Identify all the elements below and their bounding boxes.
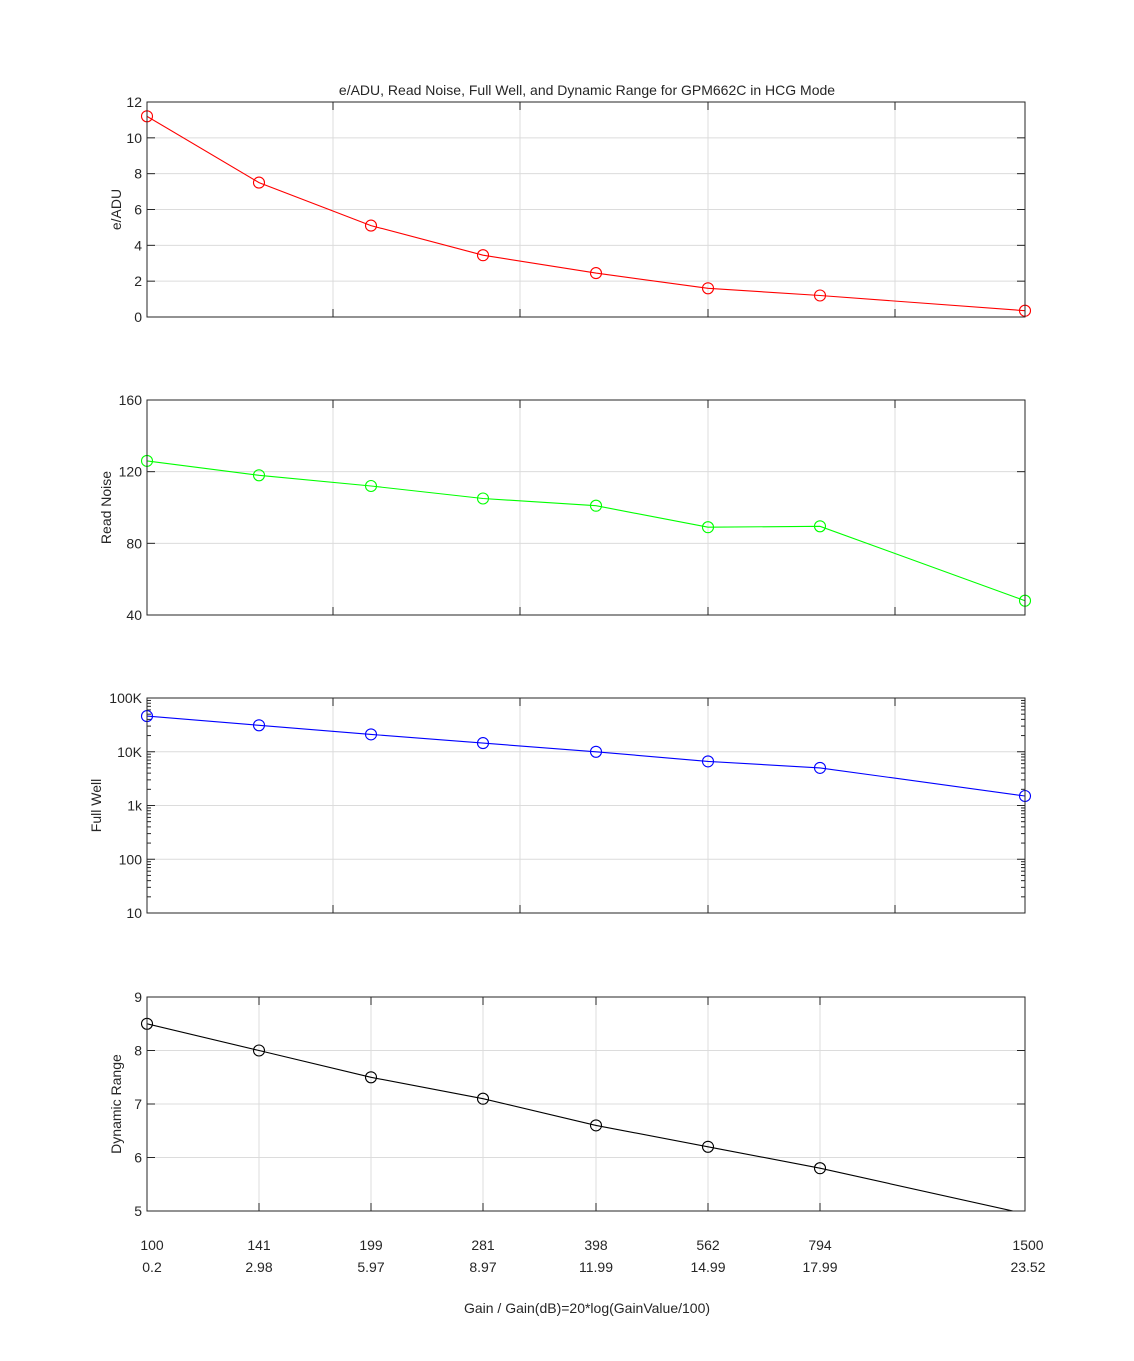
full-well-data-point — [476, 737, 490, 750]
full-well-data-point — [813, 761, 827, 774]
x-tick-label-gain-db: 8.97 — [469, 1259, 496, 1275]
full-well-y-axis-label: Full Well — [88, 779, 104, 832]
x-tick-label-gain: 794 — [808, 1237, 832, 1253]
panel-read-noise: 40 80 120 160 Read Noise — [98, 392, 1032, 623]
read-noise-data-point — [476, 492, 490, 505]
e-adu-y-axis-label: e/ADU — [108, 189, 124, 230]
full-well-ytick-label: 1k — [127, 798, 143, 814]
panel-e-adu: 0 2 4 6 8 10 12 e/ADU — [108, 94, 1032, 325]
full-well-ytick-label: 10K — [117, 744, 143, 760]
x-tick-label-gain: 398 — [584, 1237, 608, 1253]
full-well-data-point — [701, 755, 715, 768]
e-adu-ytick-label: 4 — [134, 237, 142, 253]
e-adu-data-point — [813, 289, 827, 302]
e-adu-data-point — [589, 267, 603, 280]
full-well-axes-box — [146, 697, 1026, 914]
read-noise-data-point — [364, 479, 378, 493]
dynamic-range-data-point — [701, 1140, 715, 1153]
e-adu-data-point — [701, 282, 715, 295]
figure-title: e/ADU, Read Noise, Full Well, and Dynami… — [339, 82, 835, 98]
panel-dynamic-range: 5 6 7 8 9 Dynamic Range — [108, 989, 1026, 1219]
dynamic-range-axes-box — [146, 996, 1026, 1212]
x-tick-label-gain: 562 — [696, 1237, 720, 1253]
dynamic-range-data-point — [813, 1162, 827, 1175]
full-well-ytick-label: 10 — [126, 905, 142, 921]
read-noise-y-axis-label: Read Noise — [98, 471, 114, 544]
x-tick-label-gain: 100 — [140, 1237, 164, 1253]
x-tick-label-gain: 141 — [247, 1237, 271, 1253]
read-noise-data-point — [813, 520, 827, 533]
full-well-series-line — [147, 715, 1025, 797]
read-noise-series-line — [147, 460, 1025, 602]
dynamic-range-ytick-label: 6 — [134, 1150, 142, 1166]
dynamic-range-data-point — [252, 1044, 266, 1057]
dynamic-range-ytick-label: 7 — [134, 1096, 142, 1112]
read-noise-ytick-label: 40 — [126, 607, 142, 623]
e-adu-axes-box — [146, 101, 1026, 318]
full-well-ytick-label: 100K — [109, 690, 142, 706]
x-tick-label-gain-db: 17.99 — [802, 1259, 837, 1275]
full-well-ytick-label: 100 — [119, 851, 143, 867]
dynamic-range-data-point — [364, 1071, 378, 1084]
e-adu-data-point — [252, 176, 266, 189]
x-tick-label-gain: 1500 — [1012, 1237, 1043, 1253]
full-well-data-point — [364, 728, 378, 741]
panel-full-well: 10 100 1k 10K 100K Full Well — [88, 690, 1032, 921]
e-adu-data-point — [476, 249, 490, 262]
dynamic-range-ytick-label: 8 — [134, 1043, 142, 1059]
e-adu-ytick-label: 0 — [134, 309, 142, 325]
x-tick-label-gain: 199 — [359, 1237, 383, 1253]
x-tick-label-gain-db: 2.98 — [245, 1259, 272, 1275]
dynamic-range-data-point — [476, 1092, 490, 1105]
e-adu-series-line — [147, 115, 1025, 312]
x-axis-tick-labels: 100 0.2 141 2.98 199 5.97 281 8.97 398 11.99 562 14… — [140, 1237, 1045, 1275]
x-tick-label-gain-db: 11.99 — [579, 1259, 613, 1275]
full-well-data-point — [589, 745, 603, 758]
dynamic-range-ytick-label: 5 — [134, 1203, 142, 1219]
read-noise-data-point — [701, 521, 715, 534]
e-adu-ytick-label: 8 — [134, 166, 142, 182]
x-tick-label-gain-db: 14.99 — [690, 1259, 725, 1275]
x-tick-label-gain-db: 23.52 — [1010, 1259, 1045, 1275]
e-adu-ytick-label: 6 — [134, 202, 142, 218]
dynamic-range-y-axis-label: Dynamic Range — [108, 1054, 124, 1154]
dynamic-range-series-line — [147, 1023, 1016, 1211]
read-noise-plot-area — [147, 400, 1025, 615]
read-noise-data-point — [252, 469, 266, 482]
full-well-data-point — [252, 719, 266, 732]
e-adu-ytick-label: 2 — [134, 273, 142, 289]
dynamic-range-data-point — [589, 1119, 603, 1132]
x-axis-label: Gain / Gain(dB)=20*log(GainValue/100) — [464, 1300, 710, 1316]
e-adu-ytick-label: 12 — [126, 94, 142, 110]
read-noise-data-point — [589, 499, 603, 512]
read-noise-axes-box — [146, 399, 1026, 616]
read-noise-ytick-label: 80 — [126, 535, 142, 551]
x-tick-label-gain: 281 — [471, 1237, 495, 1253]
read-noise-ytick-label: 160 — [119, 392, 143, 408]
e-adu-data-point — [364, 219, 378, 232]
dynamic-range-ytick-label: 9 — [134, 989, 142, 1005]
x-tick-label-gain-db: 5.97 — [357, 1259, 384, 1275]
e-adu-ytick-label: 10 — [126, 130, 142, 146]
x-tick-label-gain-db: 0.2 — [142, 1259, 162, 1275]
read-noise-ytick-label: 120 — [119, 464, 143, 480]
